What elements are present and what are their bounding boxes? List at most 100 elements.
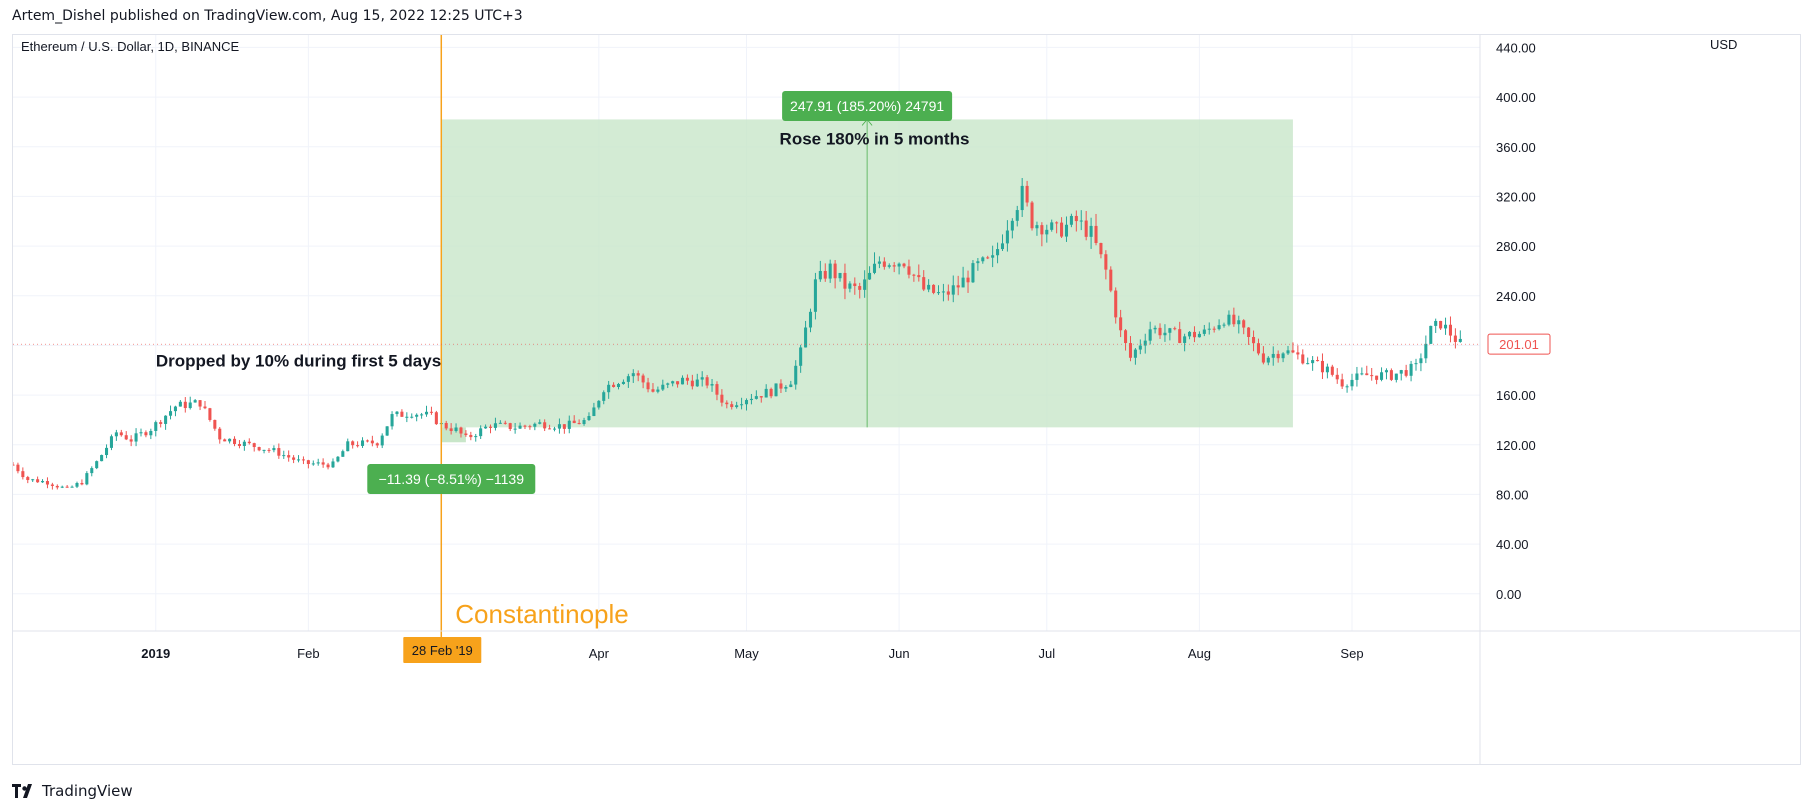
time-axis[interactable]: 2019 Feb Apr May Jun Jul Aug Sep xyxy=(13,630,1800,661)
candle xyxy=(720,389,724,407)
candle xyxy=(193,398,197,403)
candle-body xyxy=(1345,386,1349,388)
candle-body xyxy=(321,462,325,465)
candle xyxy=(680,375,685,385)
candle-body xyxy=(415,414,419,417)
candle-body xyxy=(114,432,118,437)
candle-body xyxy=(169,411,173,416)
candle-body xyxy=(927,284,931,290)
candle xyxy=(1128,336,1133,362)
candle-body xyxy=(277,448,281,456)
candle-body xyxy=(65,486,69,488)
candle-body xyxy=(484,426,488,429)
candle-body xyxy=(119,432,123,436)
drop-range-badge xyxy=(367,464,536,494)
candle xyxy=(779,379,783,393)
candle xyxy=(272,445,276,453)
candle xyxy=(784,385,788,393)
price-tick-label: 120.00 xyxy=(1496,438,1536,453)
candle xyxy=(685,374,689,385)
candle xyxy=(597,400,601,410)
candle-body xyxy=(651,389,655,392)
candle xyxy=(1281,352,1285,363)
candle xyxy=(1143,333,1147,354)
candle xyxy=(602,390,606,405)
candle-body xyxy=(671,381,675,384)
candle-body xyxy=(922,277,926,290)
candle xyxy=(735,401,739,409)
candle xyxy=(769,387,773,399)
candle-body xyxy=(80,482,84,485)
candle xyxy=(169,405,173,420)
price-range-tool[interactable] xyxy=(441,118,1293,443)
candle-body xyxy=(956,285,960,288)
candle xyxy=(567,415,571,434)
candle-body xyxy=(1296,352,1300,355)
candle xyxy=(1114,287,1118,324)
candle-body xyxy=(50,484,54,486)
candle xyxy=(1325,363,1329,379)
candle-body xyxy=(1256,343,1260,354)
candle xyxy=(1394,373,1398,383)
candle xyxy=(13,462,15,466)
candle-body xyxy=(735,405,739,408)
candle xyxy=(828,259,832,283)
candle xyxy=(548,424,552,430)
candle xyxy=(1458,330,1462,343)
candle-body xyxy=(203,406,207,409)
candle xyxy=(1448,316,1452,343)
candle-body xyxy=(16,464,20,472)
candle xyxy=(449,423,453,435)
candle xyxy=(616,382,621,390)
candle xyxy=(336,455,340,463)
candle-body xyxy=(1178,329,1182,343)
candle xyxy=(1222,322,1226,328)
candle-body xyxy=(139,432,143,434)
candle xyxy=(252,442,256,452)
candle xyxy=(469,431,473,441)
price-tick-label: 160.00 xyxy=(1496,388,1536,403)
candle-body xyxy=(528,426,532,428)
candle-body xyxy=(744,400,749,405)
price-chart[interactable]: Constantinople 28 Feb '19 247.91 (185.20%… xyxy=(13,35,1800,764)
candle-body xyxy=(1202,329,1206,334)
candle-body xyxy=(877,261,881,264)
candle xyxy=(1453,328,1457,349)
candle xyxy=(1173,326,1177,331)
candle-body xyxy=(346,441,350,452)
event-marker[interactable]: Constantinople 28 Feb '19 xyxy=(403,35,629,663)
candle xyxy=(292,455,296,464)
candle xyxy=(833,260,837,289)
chart-frame[interactable]: Constantinople 28 Feb '19 247.91 (185.20%… xyxy=(12,34,1801,765)
candle xyxy=(198,399,202,411)
candle-body xyxy=(178,401,182,407)
candle xyxy=(356,441,360,448)
candle xyxy=(370,435,374,447)
candle xyxy=(1148,321,1152,345)
brand[interactable]: TradingView xyxy=(12,782,133,800)
candle-body xyxy=(154,422,158,431)
candle xyxy=(1094,213,1098,246)
candle-body xyxy=(405,416,409,418)
candle-body xyxy=(646,382,650,390)
candle xyxy=(1183,333,1187,352)
candle-body xyxy=(828,263,832,279)
candle xyxy=(552,426,557,432)
candle xyxy=(1414,358,1418,371)
candle xyxy=(375,442,379,448)
candle-body xyxy=(685,377,689,381)
candle-body xyxy=(134,433,138,442)
time-tick-label: May xyxy=(734,646,759,661)
candle xyxy=(577,419,581,425)
candle-body xyxy=(1320,360,1324,373)
candle xyxy=(346,438,350,452)
candle xyxy=(1055,221,1059,234)
candle-body xyxy=(641,375,645,383)
candle-body xyxy=(1355,373,1359,380)
price-axis[interactable]: 0.0040.0080.00120.00160.00200.00240.0028… xyxy=(13,35,1551,764)
candle xyxy=(173,405,177,417)
candle-body xyxy=(1109,269,1113,291)
drop-range-label: −11.39 (−8.51%) −1139 xyxy=(379,471,525,487)
candle xyxy=(695,373,699,387)
brand-name: TradingView xyxy=(42,782,133,800)
